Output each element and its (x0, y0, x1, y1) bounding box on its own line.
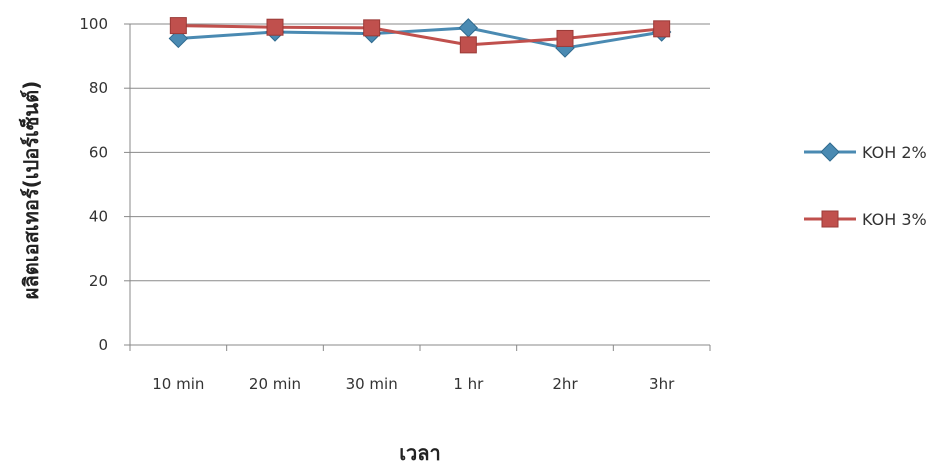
data-point (266, 18, 284, 36)
data-point (556, 29, 574, 47)
y-tick-label: 40 (89, 208, 108, 226)
y-tick-label: 0 (98, 336, 108, 354)
y-tick-label: 60 (89, 143, 108, 161)
legend-label: KOH 2% (862, 143, 927, 162)
x-tick-label: 3hr (649, 375, 675, 393)
x-tick-label: 20 min (249, 375, 301, 393)
x-tick-labels: 10 min 20 min 30 min 1 hr 2hr 3hr (152, 375, 675, 393)
series-line (178, 24, 662, 47)
series-2 (169, 17, 671, 54)
x-tick-label: 10 min (152, 375, 204, 393)
legend-marker (820, 142, 840, 162)
x-axis-title: เวลา (399, 441, 441, 465)
series-line (178, 26, 662, 50)
data-point (458, 18, 479, 38)
data-point (169, 17, 187, 35)
legend-marker (821, 210, 839, 228)
data-point (363, 19, 381, 37)
series-layer (168, 17, 672, 58)
y-tick-label: 80 (89, 79, 108, 97)
x-tick-label: 2hr (552, 375, 578, 393)
data-point (653, 20, 671, 38)
y-axis-title: ผลิตเอสเทอร์(เปอร์เซ็นต์) (18, 81, 43, 299)
legend: KOH 2% KOH 3% (804, 142, 927, 229)
x-tick-label: 1 hr (453, 375, 484, 393)
legend-item: KOH 2% (804, 142, 927, 162)
y-tick-label: 100 (79, 15, 108, 33)
axes (124, 23, 711, 351)
y-tick-labels: 0 20 40 60 80 100 (79, 15, 108, 354)
series-1 (168, 18, 672, 58)
x-tick-label: 30 min (346, 375, 398, 393)
legend-label: KOH 3% (862, 210, 927, 229)
data-point (459, 36, 477, 54)
legend-item: KOH 3% (804, 210, 927, 229)
y-tick-label: 20 (89, 272, 108, 290)
gridlines (130, 23, 710, 282)
